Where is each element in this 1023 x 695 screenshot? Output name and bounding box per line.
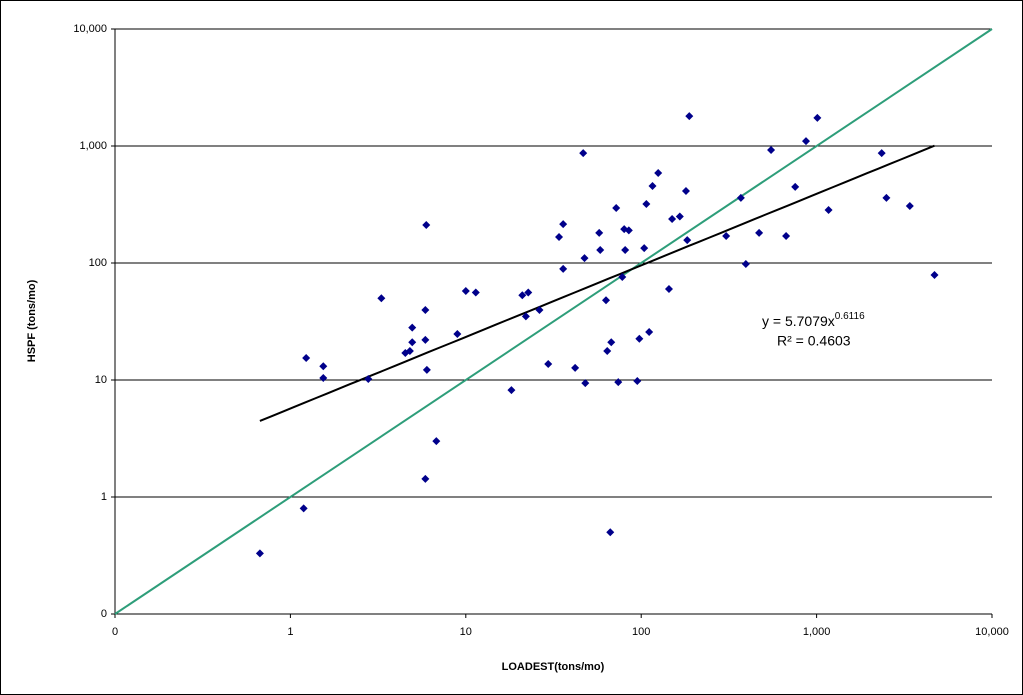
point: [518, 291, 527, 300]
point: [602, 296, 611, 305]
point: [606, 528, 615, 537]
point: [302, 354, 311, 363]
point: [722, 232, 731, 241]
equation-exponent: 0.6116: [835, 311, 865, 322]
grid: 0 1 10 100 1,000 10,000 0 1 10 100 1,000 10,000: [73, 23, 1008, 638]
point: [905, 202, 914, 211]
point: [767, 145, 776, 154]
point: [648, 182, 657, 191]
x-tick-label: 0: [112, 626, 118, 638]
point: [421, 305, 430, 314]
y-tick-label: 1,000: [79, 140, 107, 152]
point: [579, 149, 588, 158]
point: [654, 168, 663, 177]
point: [882, 193, 891, 202]
point: [408, 338, 417, 347]
equation-base: y = 5.7079x: [762, 313, 835, 329]
point: [635, 334, 644, 343]
point: [642, 200, 651, 209]
point: [624, 226, 633, 235]
point: [782, 232, 791, 241]
point: [299, 504, 308, 513]
point: [791, 182, 800, 191]
y-axis-title: HSPF (tons/mo): [26, 279, 38, 362]
point: [741, 260, 750, 269]
point: [603, 346, 612, 355]
point: [824, 205, 833, 214]
equation: y = 5.7079x0.6116: [762, 311, 865, 329]
point: [544, 360, 553, 369]
point: [621, 246, 630, 255]
point: [377, 294, 386, 303]
trendline: [259, 144, 935, 422]
point: [422, 221, 431, 230]
x-tick-label: 100: [632, 626, 650, 638]
point: [645, 328, 654, 337]
y-tick-label: 1: [101, 491, 107, 503]
point: [461, 286, 470, 295]
point: [668, 214, 677, 223]
point: [612, 204, 621, 213]
point: [581, 379, 590, 388]
point: [364, 374, 373, 383]
point: [571, 363, 580, 372]
point: [877, 149, 886, 158]
point: [930, 270, 939, 279]
point: [614, 378, 623, 387]
x-tick-label: 10,000: [975, 626, 1009, 638]
point: [580, 254, 589, 263]
point: [681, 187, 690, 196]
r-squared: R² = 0.4603: [777, 333, 851, 349]
point: [405, 346, 414, 355]
point: [432, 437, 441, 446]
point: [555, 232, 564, 241]
point: [736, 193, 745, 202]
x-tick-label: 1: [287, 626, 293, 638]
lines: [114, 28, 993, 615]
point: [664, 284, 673, 293]
point: [640, 244, 649, 253]
point: [535, 305, 544, 314]
x-axis-title: LOADEST(tons/mo): [502, 661, 605, 673]
point: [453, 330, 462, 339]
x-tick-label: 1,000: [803, 626, 831, 638]
point: [255, 549, 264, 558]
y-tick-label: 10,000: [73, 23, 107, 35]
point: [801, 137, 810, 146]
point: [633, 377, 642, 386]
point: [408, 323, 417, 332]
point: [524, 288, 533, 297]
point: [507, 386, 516, 395]
point: [422, 365, 431, 374]
y-tick-label: 0: [101, 608, 107, 620]
point: [607, 338, 616, 347]
point: [521, 312, 530, 321]
point: [595, 228, 604, 237]
point: [755, 228, 764, 237]
identity-line: [114, 28, 993, 615]
point: [685, 112, 694, 121]
point: [421, 335, 430, 344]
point: [596, 246, 605, 255]
point: [813, 113, 822, 122]
point: [683, 236, 692, 245]
point: [471, 288, 480, 297]
point: [319, 374, 328, 383]
point: [559, 264, 568, 273]
point: [675, 212, 684, 221]
points: [255, 112, 939, 558]
x-tick-label: 10: [460, 626, 472, 638]
point: [559, 220, 568, 229]
point: [618, 272, 627, 281]
point: [319, 362, 328, 371]
y-tick-label: 100: [89, 257, 107, 269]
point: [421, 474, 430, 483]
y-tick-label: 10: [95, 374, 107, 386]
